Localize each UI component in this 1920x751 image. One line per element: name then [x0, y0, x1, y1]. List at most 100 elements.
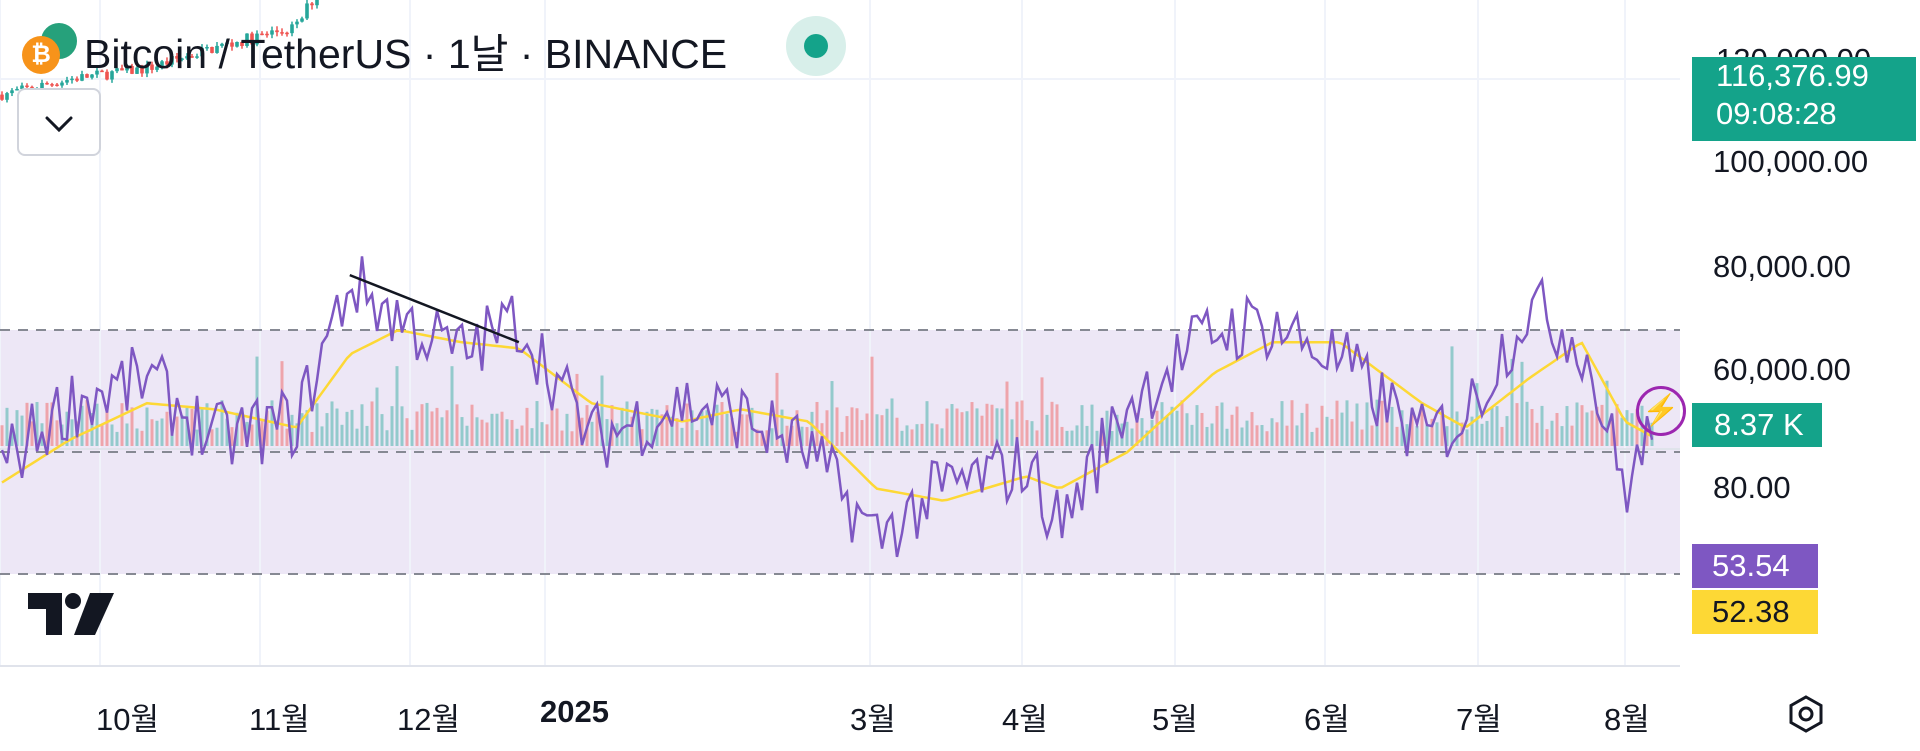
volume-bar	[170, 427, 174, 446]
volume-bar	[1185, 413, 1189, 446]
volume-bar	[880, 415, 884, 446]
volume-bar	[765, 430, 769, 446]
volume-bar	[600, 375, 604, 446]
volume-bar	[675, 418, 679, 446]
volume-bar	[120, 403, 124, 446]
volume-bar	[835, 407, 839, 446]
candle-body	[70, 78, 74, 81]
candle-body	[5, 93, 9, 100]
volume-bar	[1395, 426, 1399, 446]
volume-bar	[310, 431, 314, 446]
volume-bar	[800, 426, 804, 446]
volume-bar	[945, 408, 949, 446]
volume-bar	[540, 422, 544, 446]
volume-bar	[85, 400, 89, 446]
volume-bar	[1195, 405, 1199, 446]
volume-bar	[780, 409, 784, 446]
volume-bar	[1280, 401, 1284, 446]
volume-bar	[5, 407, 9, 446]
volume-bar	[1180, 400, 1184, 446]
volume-bar	[1030, 421, 1034, 446]
volume-bar	[395, 366, 399, 446]
time-axis-label: 12월	[397, 702, 461, 737]
candle-body	[80, 74, 84, 81]
volume-bar	[25, 402, 29, 446]
volume-bar	[1025, 420, 1029, 446]
volume-bar	[1550, 420, 1554, 446]
volume-bar	[200, 408, 204, 446]
volume-bar	[515, 428, 519, 446]
volume-bar	[1310, 431, 1314, 446]
volume-bar	[225, 418, 229, 446]
volume-bar	[985, 403, 989, 446]
volume-bar	[730, 417, 734, 446]
volume-bar	[1410, 413, 1414, 446]
time-axis-label: 3월	[850, 702, 896, 737]
volume-bar	[995, 408, 999, 446]
volume-bar	[140, 430, 144, 446]
volume-bar	[1330, 419, 1334, 446]
volume-bar	[855, 408, 859, 446]
volume-bar	[455, 404, 459, 446]
volume-bar	[1455, 411, 1459, 446]
candle-body	[120, 68, 124, 71]
volume-bar	[1435, 422, 1439, 446]
lightning-icon[interactable]: ⚡	[1636, 386, 1686, 436]
volume-bar	[550, 410, 554, 446]
candle-body	[160, 61, 164, 67]
volume-bar	[1145, 430, 1149, 446]
volume-bar	[1425, 425, 1429, 446]
volume-bar	[645, 411, 649, 446]
candle-body	[255, 33, 259, 45]
volume-bar	[385, 430, 389, 446]
volume-bar	[1610, 417, 1614, 446]
volume-bar	[1560, 426, 1564, 446]
volume-bar	[1240, 427, 1244, 446]
volume-bar	[365, 425, 369, 446]
volume-bar	[990, 404, 994, 446]
volume-bar	[955, 408, 959, 446]
candle-body	[230, 42, 234, 47]
candle-body	[200, 47, 204, 57]
candle-body	[215, 45, 219, 53]
candle-body	[125, 66, 129, 71]
volume-bar	[10, 424, 14, 446]
volume-bar	[1140, 418, 1144, 446]
volume-bar	[1115, 414, 1119, 446]
candle-body	[290, 24, 294, 34]
volume-bar	[315, 403, 319, 446]
volume-bar	[1260, 424, 1264, 446]
time-axis-label: 6월	[1304, 702, 1350, 737]
rsi-trendline	[349, 273, 520, 344]
candle-body	[40, 82, 44, 89]
volume-bar	[1320, 405, 1324, 446]
volume-bar	[215, 427, 219, 446]
collapse-legend-button[interactable]	[17, 88, 101, 156]
tradingview-logo-icon	[28, 593, 114, 635]
candle-body	[180, 58, 184, 60]
volume-bar	[1405, 424, 1409, 446]
volume-bar	[1000, 408, 1004, 446]
volume-bar	[740, 414, 744, 446]
candle-body	[280, 32, 284, 34]
volume-bar	[440, 417, 444, 446]
volume-bar	[330, 401, 334, 446]
volume-bar	[640, 429, 644, 446]
volume-bar	[890, 398, 894, 446]
volume-bar	[260, 418, 264, 446]
time-axis-label: 7월	[1456, 702, 1502, 737]
volume-bar	[695, 430, 699, 446]
volume-bar	[1170, 406, 1174, 446]
live-status-dot-icon[interactable]	[786, 16, 846, 76]
volume-bar	[1590, 410, 1594, 446]
time-axis-label-year: 2025	[540, 694, 609, 729]
volume-bar	[195, 429, 199, 446]
candle-body	[175, 56, 179, 59]
volume-bar	[935, 424, 939, 446]
rsi-value-tag: 53.54	[1692, 544, 1818, 588]
volume-bar	[390, 406, 394, 446]
candle-body	[95, 70, 99, 75]
last-price-tag: 116,376.99 09:08:28	[1692, 57, 1916, 141]
settings-icon[interactable]	[1786, 694, 1826, 734]
